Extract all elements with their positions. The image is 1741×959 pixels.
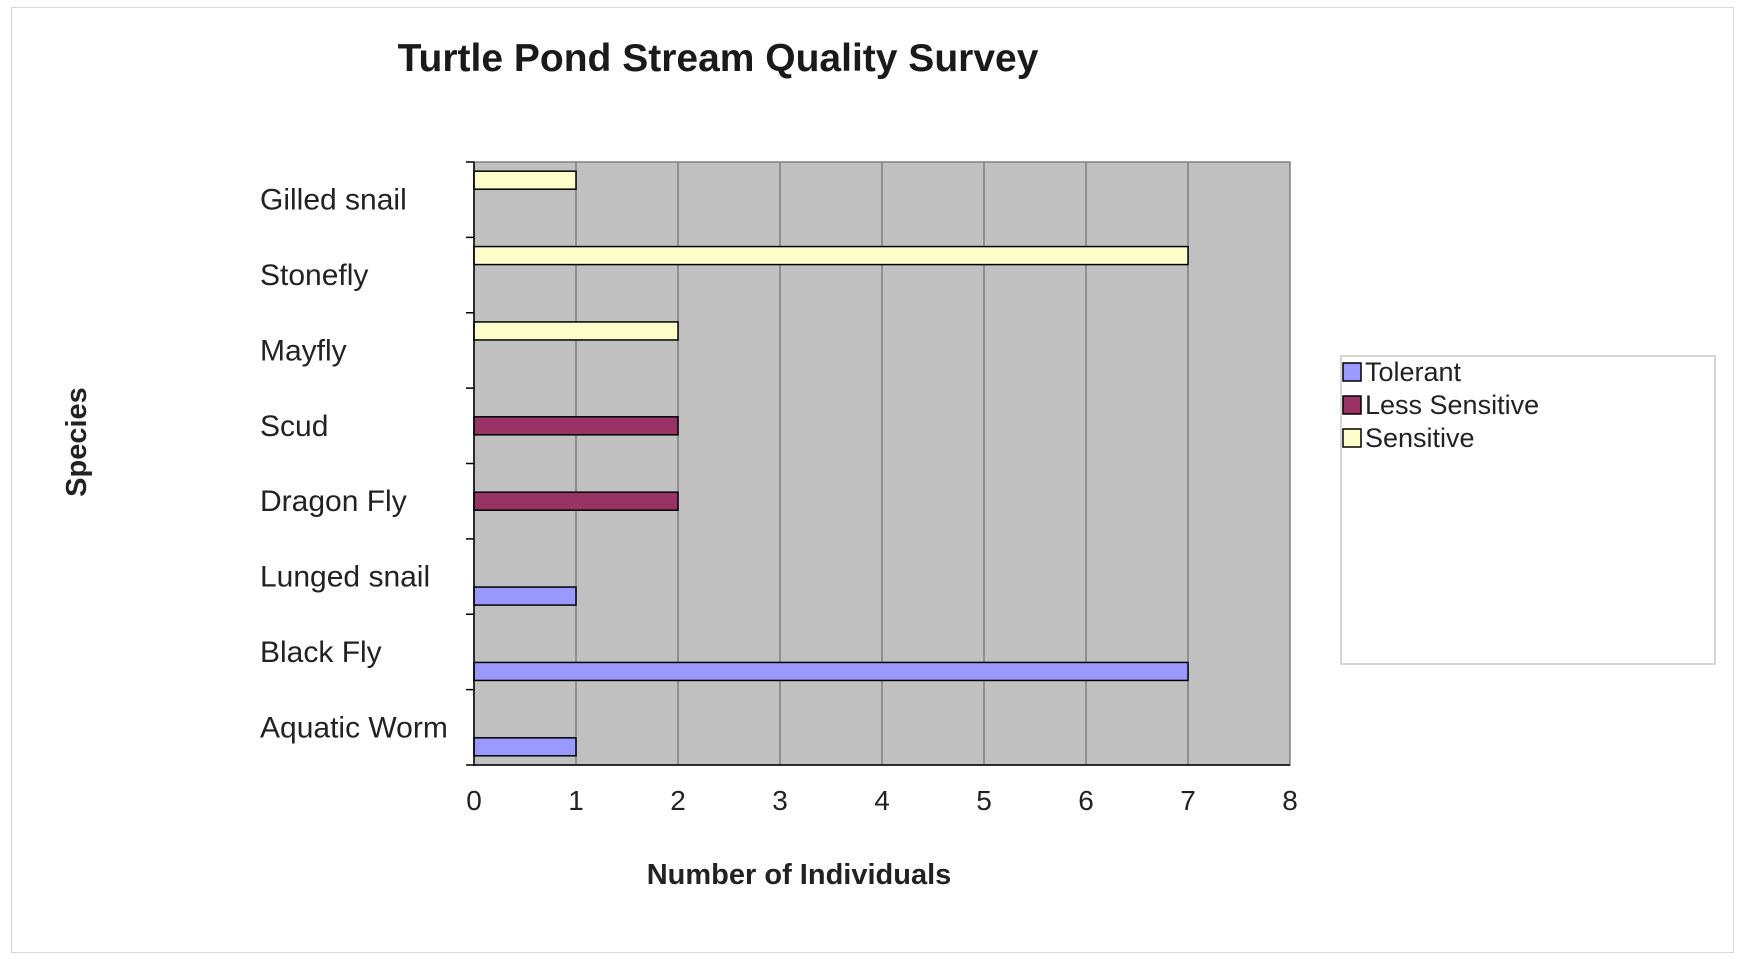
bar: [473, 491, 679, 511]
bar: [473, 321, 679, 341]
category-label: Stonefly: [260, 259, 368, 292]
legend-label: Sensitive: [1365, 423, 1475, 453]
legend-swatch: [1342, 362, 1362, 382]
x-tick-label: 3: [772, 785, 788, 816]
legend-box: [1340, 355, 1716, 665]
category-label: Mayfly: [260, 334, 347, 367]
x-tick-label: 6: [1078, 785, 1094, 816]
x-tick-label: 0: [466, 785, 482, 816]
legend-label: Less Sensitive: [1365, 390, 1539, 420]
legend-label: Tolerant: [1365, 357, 1462, 387]
category-label: Aquatic Worm: [260, 711, 448, 744]
x-tick-label: 8: [1282, 785, 1298, 816]
category-label: Scud: [260, 410, 328, 443]
bar: [473, 170, 577, 190]
bar: [473, 586, 577, 606]
legend-swatch: [1342, 428, 1362, 448]
x-tick-labels: 0 1 2 3 4 5 6 7 8: [466, 785, 1298, 816]
category-label: Gilled snail: [260, 184, 407, 217]
chart-title: Turtle Pond Stream Quality Survey: [398, 37, 1039, 80]
bar: [473, 737, 577, 757]
y-axis-title: Species: [61, 387, 93, 497]
category-labels: Aquatic Worm Black Fly Lunged snail Dragon …: [260, 184, 448, 745]
category-label: Black Fly: [260, 636, 382, 669]
x-axis-title: Number of Individuals: [647, 859, 952, 891]
x-tick-label: 4: [874, 785, 890, 816]
x-tick-label: 5: [976, 785, 992, 816]
x-tick-label: 1: [568, 785, 584, 816]
category-label: Dragon Fly: [260, 485, 407, 518]
y-tick-marks: [466, 161, 474, 766]
category-label: Lunged snail: [260, 561, 430, 594]
chart-frame: [11, 7, 1734, 953]
x-tick-label: 2: [670, 785, 686, 816]
bar: [473, 245, 1189, 266]
legend-swatch: [1342, 395, 1362, 415]
bar: [473, 661, 1189, 682]
bar: [473, 416, 679, 436]
x-tick-label: 7: [1180, 785, 1196, 816]
